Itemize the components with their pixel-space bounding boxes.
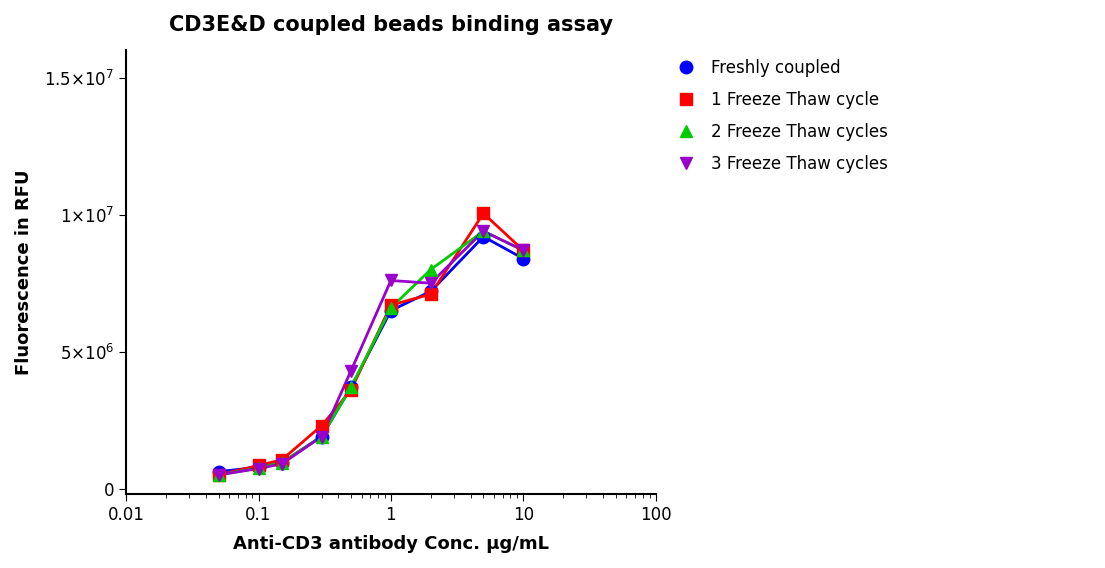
1 Freeze Thaw cycle bbox=[345, 387, 358, 394]
3 Freeze Thaw cycles bbox=[315, 433, 328, 440]
2 Freeze Thaw cycles bbox=[315, 433, 328, 440]
1 Freeze Thaw cycle bbox=[476, 210, 490, 217]
3 Freeze Thaw cycles bbox=[252, 465, 265, 472]
Line: Freshly coupled: Freshly coupled bbox=[212, 231, 529, 478]
Freshly coupled bbox=[517, 255, 530, 262]
1 Freeze Thaw cycle bbox=[517, 247, 530, 254]
1 Freeze Thaw cycle bbox=[275, 457, 288, 463]
Line: 2 Freeze Thaw cycles: 2 Freeze Thaw cycles bbox=[212, 225, 529, 481]
3 Freeze Thaw cycles bbox=[275, 461, 288, 467]
Freshly coupled bbox=[424, 288, 438, 295]
X-axis label: Anti-CD3 antibody Conc. µg/mL: Anti-CD3 antibody Conc. µg/mL bbox=[233, 535, 549, 553]
2 Freeze Thaw cycles bbox=[275, 459, 288, 466]
3 Freeze Thaw cycles bbox=[517, 247, 530, 254]
Line: 1 Freeze Thaw cycle: 1 Freeze Thaw cycle bbox=[212, 207, 529, 481]
3 Freeze Thaw cycles bbox=[212, 471, 225, 478]
Legend: Freshly coupled, 1 Freeze Thaw cycle, 2 Freeze Thaw cycles, 3 Freeze Thaw cycles: Freshly coupled, 1 Freeze Thaw cycle, 2 … bbox=[670, 59, 887, 173]
1 Freeze Thaw cycle bbox=[315, 422, 328, 429]
Freshly coupled bbox=[212, 468, 225, 475]
1 Freeze Thaw cycle bbox=[212, 471, 225, 478]
Y-axis label: Fluorescence in RFU: Fluorescence in RFU bbox=[15, 169, 33, 375]
Freshly coupled bbox=[315, 433, 328, 440]
2 Freeze Thaw cycles bbox=[517, 247, 530, 254]
2 Freeze Thaw cycles bbox=[252, 465, 265, 471]
2 Freeze Thaw cycles bbox=[476, 228, 490, 235]
2 Freeze Thaw cycles bbox=[385, 304, 398, 311]
2 Freeze Thaw cycles bbox=[424, 266, 438, 273]
1 Freeze Thaw cycle bbox=[252, 462, 265, 469]
Freshly coupled bbox=[252, 464, 265, 471]
2 Freeze Thaw cycles bbox=[345, 384, 358, 391]
Freshly coupled bbox=[385, 307, 398, 314]
3 Freeze Thaw cycles bbox=[424, 280, 438, 287]
Title: CD3E&D coupled beads binding assay: CD3E&D coupled beads binding assay bbox=[169, 15, 613, 35]
1 Freeze Thaw cycle bbox=[424, 291, 438, 298]
3 Freeze Thaw cycles bbox=[385, 277, 398, 284]
Freshly coupled bbox=[345, 384, 358, 391]
3 Freeze Thaw cycles bbox=[345, 367, 358, 374]
3 Freeze Thaw cycles bbox=[476, 228, 490, 235]
Freshly coupled bbox=[476, 233, 490, 240]
2 Freeze Thaw cycles bbox=[212, 471, 225, 478]
1 Freeze Thaw cycle bbox=[385, 302, 398, 308]
Freshly coupled bbox=[275, 459, 288, 466]
Line: 3 Freeze Thaw cycles: 3 Freeze Thaw cycles bbox=[212, 225, 529, 481]
